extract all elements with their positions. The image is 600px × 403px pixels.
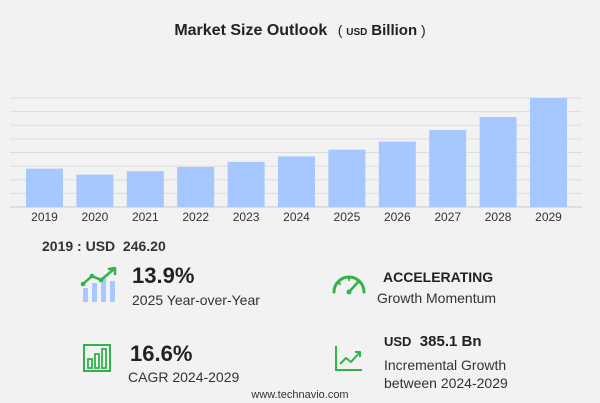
stat-incremental-label-1: Incremental Growth	[384, 357, 507, 373]
bar-2026	[378, 141, 416, 207]
stat-incremental-value: 385.1 Bn	[419, 333, 482, 350]
bar-2020	[76, 174, 114, 207]
stat-yoy: 13.9% 2025 Year-over-Year	[132, 264, 260, 309]
x-tick-label-2020: 2020	[82, 210, 109, 224]
x-tick-label-2021: 2021	[132, 210, 159, 224]
x-tick-label-2023: 2023	[233, 210, 260, 224]
bar-2027	[429, 130, 467, 207]
speedometer-icon	[332, 275, 366, 295]
bar-2022	[177, 166, 215, 207]
growth-bars-icon	[80, 266, 117, 302]
bar-chart-icon	[83, 344, 111, 372]
stat-incremental-currency: USD	[384, 334, 412, 349]
chart-title: Market Size Outlook ( USD Billion )	[0, 22, 600, 40]
bar-2024	[278, 156, 315, 207]
stat-incremental: USD 385.1 Bn Incremental Growth between …	[384, 333, 508, 392]
x-tick-label-2028: 2028	[485, 210, 512, 224]
stat-cagr-label: CAGR 2024-2029	[128, 369, 240, 385]
bar-2028	[479, 116, 517, 207]
unit-prefix: USD	[346, 27, 368, 38]
x-tick-label-2026: 2026	[384, 210, 411, 224]
stat-yoy-label: 2025 Year-over-Year	[132, 292, 260, 308]
bar-2025	[328, 149, 366, 207]
x-tick-label-2027: 2027	[434, 210, 461, 224]
line-chart-icon	[335, 346, 362, 371]
stat-momentum-value: ACCELERATING	[383, 269, 494, 285]
x-tick-label-2024: 2024	[283, 210, 310, 224]
stat-yoy-value: 13.9%	[132, 263, 195, 288]
x-tick-label-2019: 2019	[31, 210, 58, 224]
stat-cagr-value: 16.6%	[130, 341, 193, 366]
bars	[26, 98, 567, 207]
x-tick-label-2022: 2022	[182, 210, 209, 224]
chart-unit: ( USD Billion )	[337, 22, 426, 39]
bar-2029	[530, 98, 567, 207]
stat-incremental-amount: USD 385.1 Bn	[384, 333, 508, 351]
bar-2021	[126, 171, 164, 207]
footer-url: www.technavio.com	[251, 389, 349, 401]
stat-incremental-label-2: between 2024-2029	[384, 375, 508, 391]
unit-main: Billion	[371, 22, 418, 39]
baseline-value: 2019 : USD 246.20	[42, 238, 166, 254]
stat-momentum: ACCELERATING Growth Momentum	[377, 268, 496, 307]
x-tick-label-2025: 2025	[334, 210, 361, 224]
x-axis-labels: 2019 2020 2021 2022 2023 2024 2025 2026 2027 2028…	[31, 210, 562, 224]
stat-momentum-label: Growth Momentum	[377, 290, 497, 306]
x-tick-label-2029: 2029	[535, 210, 562, 224]
stat-cagr: 16.6% CAGR 2024-2029	[128, 341, 240, 386]
chart-title-text: Market Size Outlook	[174, 22, 328, 39]
bar-chart: 2019 2020 2021 2022 2023 2024 2025 2026 2027 2028…	[10, 97, 582, 224]
bar-2019	[26, 168, 63, 207]
bar-2023	[227, 161, 265, 207]
